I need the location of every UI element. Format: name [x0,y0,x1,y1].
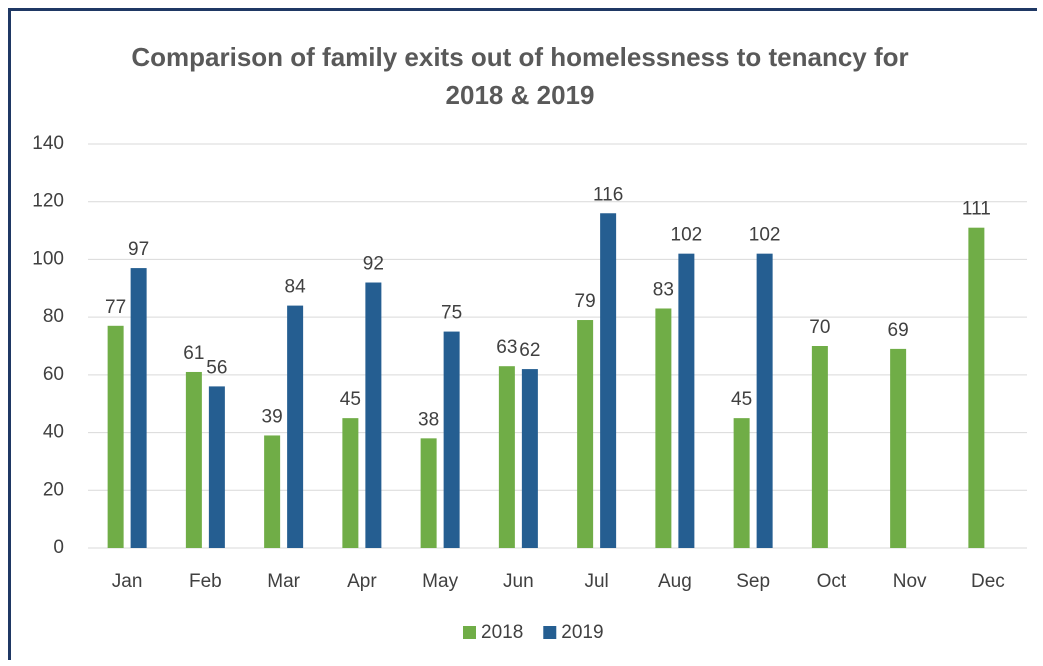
bar [968,227,985,548]
x-tick-label: Dec [971,571,1005,592]
x-tick-label: Jul [584,571,608,592]
bar [264,435,281,548]
data-label: 92 [363,254,384,275]
data-label: 97 [128,239,149,260]
bar [130,268,147,548]
x-tick-label: Nov [893,571,927,592]
x-tick-label: Apr [347,571,377,592]
bar [287,305,304,548]
data-label: 83 [653,280,674,301]
x-tick-label: Mar [267,571,300,592]
legend-label: 2018 [481,622,523,643]
legend-label: 2019 [561,622,603,643]
bar [208,386,225,548]
bar [521,369,538,548]
bar [600,213,617,548]
x-tick-label: Feb [189,571,222,592]
x-tick-label: Sep [736,571,770,592]
bar [733,418,750,548]
data-label: 102 [749,225,781,246]
bar [890,348,907,548]
y-tick-label: 140 [32,133,64,154]
y-tick-label: 80 [43,306,64,327]
bar [498,366,515,548]
y-tick-label: 60 [43,364,64,385]
y-tick-label: 0 [53,537,64,558]
x-tick-label: Jun [503,571,534,592]
bar [185,371,202,548]
bar [655,308,672,548]
x-tick-label: Oct [817,571,847,592]
data-label: 45 [340,389,361,410]
chart-title: Comparison of family exits out of homele… [131,42,909,110]
bar [420,438,437,548]
data-label: 102 [671,225,703,246]
legend-swatch [463,626,476,639]
y-tick-label: 20 [43,479,64,500]
data-label: 62 [519,340,540,361]
bar [342,418,359,548]
data-label: 79 [575,291,596,312]
bar [756,253,773,548]
y-tick-label: 100 [32,248,64,269]
data-label: 111 [962,199,991,220]
data-label: 116 [593,184,623,205]
data-label: 70 [809,317,830,338]
data-label: 56 [206,357,227,378]
legend-swatch [543,626,557,639]
bar [577,320,594,548]
y-tick-label: 40 [43,422,64,443]
data-label: 45 [731,389,752,410]
x-tick-label: May [422,571,458,592]
data-label: 39 [262,406,283,427]
data-label: 38 [418,409,439,430]
bar [811,346,828,548]
data-label: 77 [105,297,126,318]
data-label: 69 [888,320,909,341]
bar [443,331,460,548]
frame [8,8,1037,660]
data-label: 75 [441,303,462,324]
y-tick-label: 120 [32,191,64,212]
x-tick-label: Aug [658,571,692,592]
data-label: 84 [285,277,307,298]
data-label: 63 [496,337,517,358]
bar [365,282,382,548]
bar [107,325,124,548]
x-tick-label: Jan [112,571,143,592]
data-label: 61 [183,343,204,364]
bar [678,253,695,548]
